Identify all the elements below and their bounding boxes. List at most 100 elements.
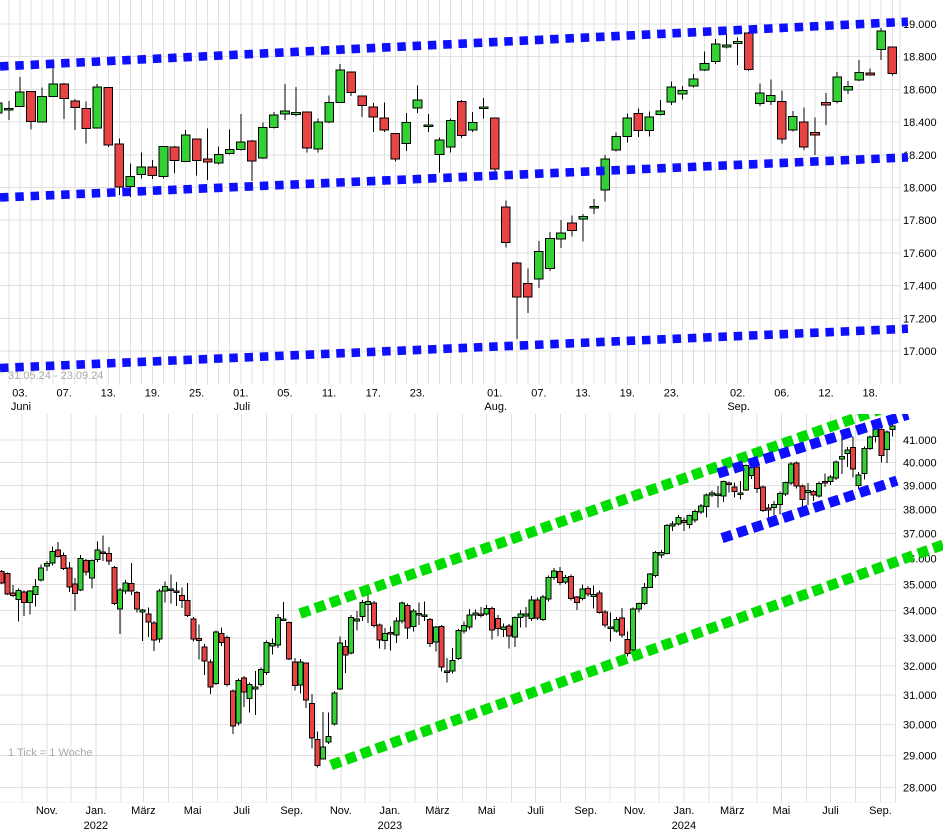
x-axis-year-label: 2024 [672, 820, 696, 832]
candle-body [258, 126, 268, 159]
daily-axis-labels: 17.00017.20017.40017.60017.80018.00018.2… [11, 19, 937, 413]
candle-body [644, 116, 655, 132]
candle-body [179, 595, 186, 601]
candle-body [624, 638, 631, 654]
candle-body [9, 592, 16, 596]
x-axis-month-label: Sep. [574, 805, 597, 817]
y-axis-label: 18.400 [903, 117, 937, 129]
candle-body [320, 746, 327, 760]
x-axis-day-label: 25. [189, 388, 204, 400]
daily-chart-plot [0, 0, 901, 385]
candle-body [26, 590, 33, 604]
candle-body [156, 590, 163, 640]
x-axis-month-label: Juli [234, 401, 251, 413]
candle-body [585, 587, 592, 595]
x-axis-month-label: Sep. [280, 805, 303, 817]
candle-body [83, 560, 90, 573]
candle-body [202, 158, 213, 163]
x-axis-month-label: Sep. [727, 401, 750, 413]
candle-body [675, 517, 682, 525]
candle-body [710, 43, 721, 63]
candle-body [539, 596, 546, 620]
candle-body [398, 602, 405, 622]
candle-body [655, 110, 666, 116]
candle-body [122, 582, 129, 592]
x-axis-day-label: 23. [410, 388, 425, 400]
candle-body [804, 490, 811, 493]
candle-body [158, 145, 169, 177]
y-axis-label: 28.000 [903, 783, 937, 795]
candle-body [269, 114, 279, 128]
candle-body [799, 121, 809, 148]
candle-body [680, 520, 687, 523]
candle-body [821, 480, 828, 484]
candle-body [810, 490, 817, 496]
candle-body [365, 601, 372, 605]
y-axis-label: 18.200 [903, 150, 937, 162]
candle-body [302, 111, 312, 149]
candle-body [887, 46, 898, 74]
candle-body [49, 550, 56, 564]
candle-body [258, 668, 265, 685]
candle-body [833, 461, 840, 479]
candle-body [207, 661, 214, 688]
candle-body [573, 596, 580, 604]
x-axis-month-label: Juli [822, 805, 839, 817]
x-axis-day-label: 07. [531, 388, 546, 400]
candle-body [235, 141, 246, 151]
candle-body [252, 686, 259, 690]
candle-body [472, 612, 479, 616]
candle-body [335, 69, 345, 104]
candle-body [167, 588, 174, 592]
candle-body [556, 232, 566, 240]
candle-body [114, 143, 125, 188]
candle-body [77, 557, 84, 591]
candle-body [379, 117, 390, 131]
y-axis-label: 18.600 [903, 84, 937, 96]
candle-body [688, 78, 699, 87]
candle-body [596, 592, 603, 614]
candle-body [641, 586, 648, 604]
candle-body [291, 661, 298, 686]
weekly-candles [0, 423, 896, 768]
candle-body [100, 551, 107, 554]
y-axis-label: 17.400 [903, 281, 937, 293]
candle-body [103, 87, 114, 146]
candle-body [666, 86, 677, 103]
candle-body [150, 622, 157, 641]
candle-body [224, 636, 231, 685]
candle-body [218, 632, 225, 644]
weekly-trendlines [298, 414, 943, 771]
candle-body [607, 626, 614, 630]
candle-body [562, 577, 569, 583]
candle-body [280, 110, 290, 115]
y-axis-label: 37.000 [903, 529, 937, 541]
candle-body [876, 30, 887, 51]
candle-body [635, 602, 642, 610]
candle-body [861, 448, 868, 474]
candle-body [438, 626, 445, 668]
candle-body [601, 611, 608, 626]
candle-body [449, 660, 456, 672]
candle-body [658, 552, 665, 556]
candle-body [788, 463, 795, 484]
trendline-blue-dotted [0, 153, 909, 202]
candle-body [423, 124, 434, 127]
x-axis-month-label: Jan. [674, 805, 695, 817]
candle-body [512, 262, 522, 298]
candle-body [709, 492, 716, 496]
candle-body [506, 625, 513, 637]
candle-body [590, 594, 597, 597]
candle-body [686, 515, 693, 526]
candle-body [855, 474, 862, 486]
candle-body [827, 476, 834, 482]
candle-body [551, 570, 558, 579]
candle-body [832, 76, 842, 103]
trendline-blue-dotted [720, 475, 899, 543]
candle-body [291, 112, 301, 115]
trendline-blue-dotted [716, 414, 910, 479]
candle-body [759, 486, 766, 511]
candle-body [528, 599, 535, 619]
x-axis-day-label: 19. [620, 388, 635, 400]
candle-body [314, 738, 321, 767]
